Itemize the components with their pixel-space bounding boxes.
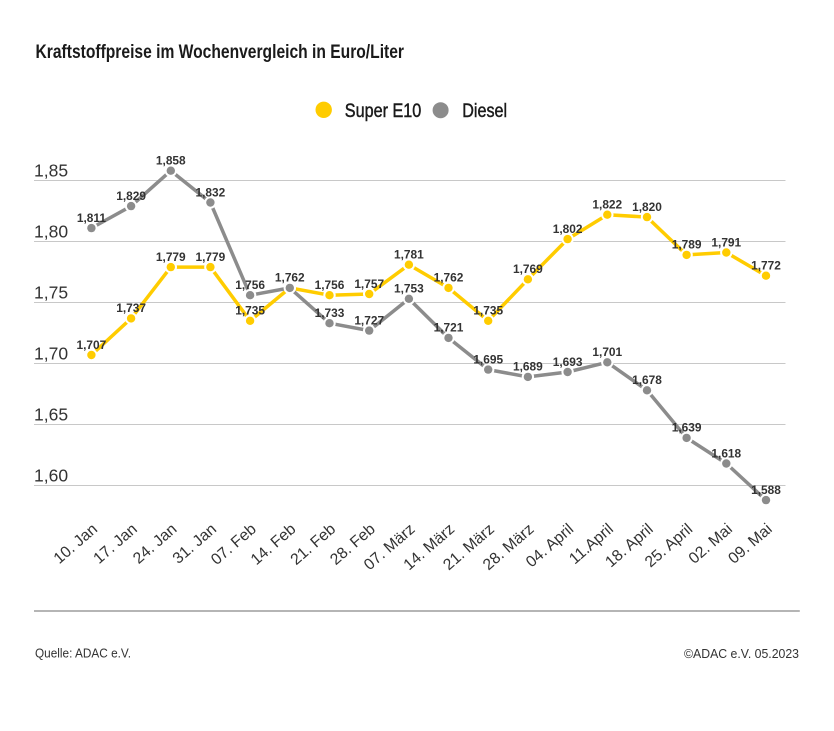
svg-text:1,762: 1,762: [434, 271, 464, 285]
svg-text:Diesel: Diesel: [462, 101, 507, 122]
svg-text:1,769: 1,769: [513, 262, 543, 276]
svg-text:Kraftstoffpreise im Wochenverg: Kraftstoffpreise im Wochenvergleich in E…: [36, 42, 405, 63]
svg-text:1,791: 1,791: [711, 235, 741, 249]
svg-text:1,781: 1,781: [394, 248, 424, 262]
svg-text:1,756: 1,756: [235, 278, 265, 292]
svg-text:17. Jan: 17. Jan: [90, 521, 140, 568]
svg-text:Quelle: ADAC e.V.: Quelle: ADAC e.V.: [35, 647, 131, 661]
svg-text:1,832: 1,832: [196, 185, 226, 199]
svg-text:24. Jan: 24. Jan: [130, 521, 180, 568]
svg-text:02. Mai: 02. Mai: [686, 521, 736, 568]
svg-text:1,735: 1,735: [473, 304, 503, 318]
svg-text:1,735: 1,735: [235, 304, 265, 318]
svg-text:1,858: 1,858: [156, 154, 186, 168]
svg-text:1,695: 1,695: [473, 352, 503, 366]
svg-text:1,822: 1,822: [592, 198, 622, 212]
svg-text:1,678: 1,678: [632, 373, 662, 387]
svg-text:Super E10: Super E10: [345, 101, 422, 122]
svg-text:1,60: 1,60: [34, 465, 68, 485]
svg-text:©ADAC e.V. 05.2023: ©ADAC e.V. 05.2023: [684, 647, 799, 661]
svg-text:1,75: 1,75: [34, 282, 68, 302]
svg-text:1,721: 1,721: [434, 321, 464, 335]
svg-text:1,65: 1,65: [34, 404, 68, 424]
svg-text:1,85: 1,85: [34, 160, 68, 180]
svg-text:1,80: 1,80: [34, 221, 68, 241]
svg-text:1,820: 1,820: [632, 200, 662, 214]
svg-text:1,618: 1,618: [711, 446, 741, 460]
svg-text:1,779: 1,779: [156, 250, 186, 264]
svg-text:1,789: 1,789: [672, 238, 702, 252]
svg-text:1,811: 1,811: [77, 211, 106, 225]
svg-text:1,693: 1,693: [553, 355, 583, 369]
svg-text:10. Jan: 10. Jan: [51, 521, 101, 568]
svg-text:1,727: 1,727: [354, 313, 384, 327]
svg-text:1,737: 1,737: [116, 301, 146, 315]
svg-text:1,588: 1,588: [751, 483, 781, 497]
svg-text:1,733: 1,733: [315, 306, 345, 320]
svg-text:1,689: 1,689: [513, 360, 543, 374]
svg-text:1,70: 1,70: [34, 343, 68, 363]
svg-text:1,757: 1,757: [354, 277, 384, 291]
svg-text:1,707: 1,707: [77, 338, 107, 352]
svg-text:1,701: 1,701: [592, 345, 622, 359]
svg-text:09. Mai: 09. Mai: [725, 521, 775, 568]
svg-text:1,756: 1,756: [315, 278, 345, 292]
svg-text:1,772: 1,772: [751, 259, 781, 273]
svg-text:1,829: 1,829: [116, 189, 146, 203]
svg-text:1,779: 1,779: [196, 250, 226, 264]
svg-text:1,639: 1,639: [672, 421, 702, 435]
svg-text:1,753: 1,753: [394, 282, 424, 296]
svg-text:1,802: 1,802: [553, 222, 583, 236]
svg-text:1,762: 1,762: [275, 271, 305, 285]
